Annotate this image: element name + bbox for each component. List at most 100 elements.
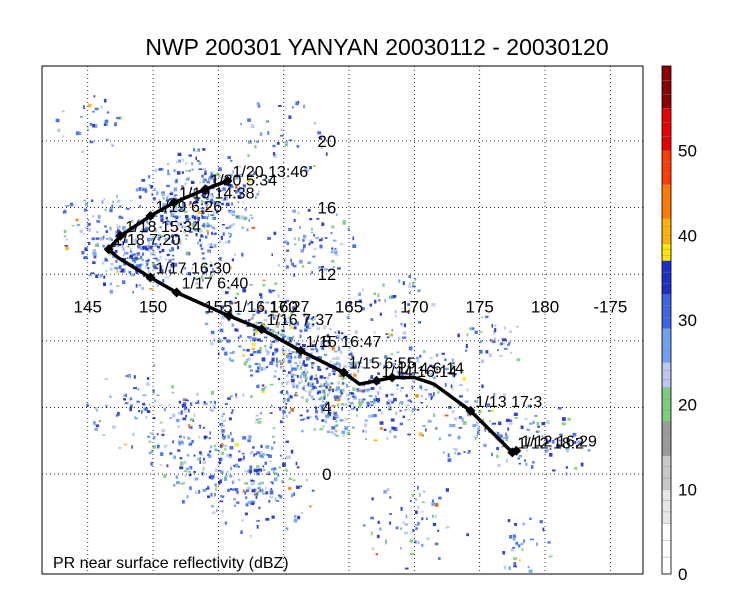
fix-marker bbox=[465, 405, 476, 416]
colorbar-swatch bbox=[661, 235, 672, 244]
colorbar-swatch bbox=[661, 184, 672, 196]
fix-label: 1/14 6:14 bbox=[397, 360, 464, 377]
colorbar-swatch bbox=[661, 249, 672, 256]
reflectivity-swath bbox=[55, 95, 591, 573]
colorbar-swatch bbox=[661, 218, 672, 228]
fix-marker bbox=[387, 372, 398, 383]
lon-tick-label: 155 bbox=[204, 298, 232, 317]
colorbar-swatch bbox=[661, 539, 672, 558]
fix-marker bbox=[103, 244, 114, 255]
lat-tick-label: 12 bbox=[317, 265, 336, 284]
lat-tick-label: 16 bbox=[317, 199, 336, 218]
colorbar-swatch bbox=[661, 317, 672, 329]
colorbar-swatch bbox=[661, 556, 672, 575]
fix-labels: 1/12 16:291/12 18:21/13 17:31/14 6:141/1… bbox=[114, 164, 597, 452]
fix-marker bbox=[168, 197, 179, 208]
lat-tick-label: 0 bbox=[322, 465, 331, 484]
fix-marker bbox=[371, 375, 382, 386]
colorbar-swatch bbox=[661, 94, 672, 109]
colorbar-swatch bbox=[661, 379, 672, 388]
fix-label: 1/15 16:47 bbox=[306, 334, 382, 351]
colorbar-swatch bbox=[661, 136, 672, 151]
colorbar-swatch bbox=[661, 410, 672, 422]
fix-marker bbox=[200, 184, 211, 195]
axis-tick-labels: 145 150 155 160 165 170 175 180 -175 0 4 8 12 16 20 bbox=[74, 132, 628, 484]
colorbar-swatch bbox=[661, 362, 672, 371]
fix-marker bbox=[171, 287, 182, 298]
colorbar-swatch bbox=[661, 108, 672, 123]
colorbar-swatch bbox=[661, 339, 672, 352]
colorbar-swatch bbox=[661, 328, 672, 340]
colorbar-swatch bbox=[661, 350, 672, 363]
colorbar-swatch bbox=[661, 195, 672, 208]
lon-tick-label: 160 bbox=[270, 298, 298, 317]
fix-marker bbox=[223, 310, 234, 321]
fix-label: 1/15 6:55 bbox=[349, 355, 416, 372]
colorbar-tick-label: 50 bbox=[678, 142, 697, 161]
colorbar-swatch bbox=[661, 511, 672, 524]
colorbar-tick-label: 10 bbox=[678, 480, 697, 499]
colorbar-swatch bbox=[661, 283, 672, 295]
fix-marker bbox=[115, 230, 126, 241]
fix-label: 1/12 16:29 bbox=[521, 434, 597, 451]
fix-label: 1/16 7:37 bbox=[266, 312, 333, 329]
colorbar-swatch bbox=[661, 387, 672, 400]
colorbar-swatch bbox=[661, 243, 672, 250]
lon-tick-label: 170 bbox=[400, 298, 428, 317]
colorbar-swatch bbox=[661, 523, 672, 541]
colorbar-tick-label: 30 bbox=[678, 311, 697, 330]
colorbar-swatch bbox=[661, 161, 672, 174]
colorbar-swatch bbox=[661, 226, 672, 236]
storm-track bbox=[103, 175, 522, 458]
colorbar-tick-label: 0 bbox=[678, 565, 687, 584]
colorbar-swatch bbox=[661, 260, 672, 273]
fix-label: 1/13 17:3 bbox=[476, 394, 543, 411]
colorbar-swatch bbox=[661, 150, 672, 163]
map-title: NWP 200301 YANYAN 20030112 - 20030120 bbox=[145, 34, 609, 60]
colorbar-tick-label: 20 bbox=[678, 396, 697, 415]
fix-marker bbox=[338, 367, 349, 378]
colorbar-swatch bbox=[661, 421, 672, 434]
caption: PR near surface reflectivity (dBZ) bbox=[53, 555, 289, 572]
lon-tick-label: 175 bbox=[465, 298, 493, 317]
colorbar-swatch bbox=[661, 294, 672, 307]
colorbar-swatch bbox=[661, 455, 672, 467]
colorbar-swatch bbox=[661, 173, 672, 185]
fix-marker bbox=[507, 447, 518, 458]
colorbar-swatch bbox=[661, 206, 672, 219]
lat-tick-label: 4 bbox=[322, 398, 331, 417]
colorbar-swatch bbox=[661, 65, 672, 81]
fix-label: 1/18 7:20 bbox=[114, 232, 181, 249]
fix-marker bbox=[295, 345, 306, 356]
fix-label: 1/19 14:38 bbox=[179, 186, 255, 203]
lat-lon-grid bbox=[42, 66, 643, 574]
lon-tick-label: 150 bbox=[139, 298, 167, 317]
colorbar-swatch bbox=[661, 398, 672, 411]
colorbar-swatch bbox=[661, 79, 672, 95]
fix-marker bbox=[256, 324, 267, 335]
lon-tick-label: 145 bbox=[74, 298, 102, 317]
fix-label: 1/20 5:34 bbox=[210, 172, 277, 189]
colorbar-swatch bbox=[661, 305, 672, 318]
colorbar-swatch bbox=[661, 370, 672, 380]
map-frame bbox=[41, 65, 644, 575]
colorbar-swatch bbox=[661, 489, 672, 501]
colorbar-swatch bbox=[661, 122, 672, 137]
lat-tick-label: 8 bbox=[322, 332, 331, 351]
colorbar-swatch bbox=[661, 271, 672, 284]
colorbar-swatch bbox=[661, 477, 672, 490]
fix-label: 1/16 17:27 bbox=[234, 299, 310, 316]
colorbar-swatch bbox=[661, 466, 672, 479]
colorbar-swatch bbox=[661, 432, 672, 445]
colorbar-tick-label: 40 bbox=[678, 226, 697, 245]
fix-label: 1/19 6:26 bbox=[155, 199, 222, 216]
lon-tick-label: 180 bbox=[531, 298, 559, 317]
fix-marker bbox=[145, 210, 156, 221]
colorbar-swatch bbox=[661, 254, 672, 261]
fix-label: 1/17 6:40 bbox=[182, 276, 249, 293]
lon-tick-label: 165 bbox=[335, 298, 363, 317]
fix-label: 1/18 15:34 bbox=[125, 219, 201, 236]
fix-marker bbox=[222, 175, 233, 186]
colorbar: 0 10 20 30 40 50 bbox=[661, 65, 697, 584]
